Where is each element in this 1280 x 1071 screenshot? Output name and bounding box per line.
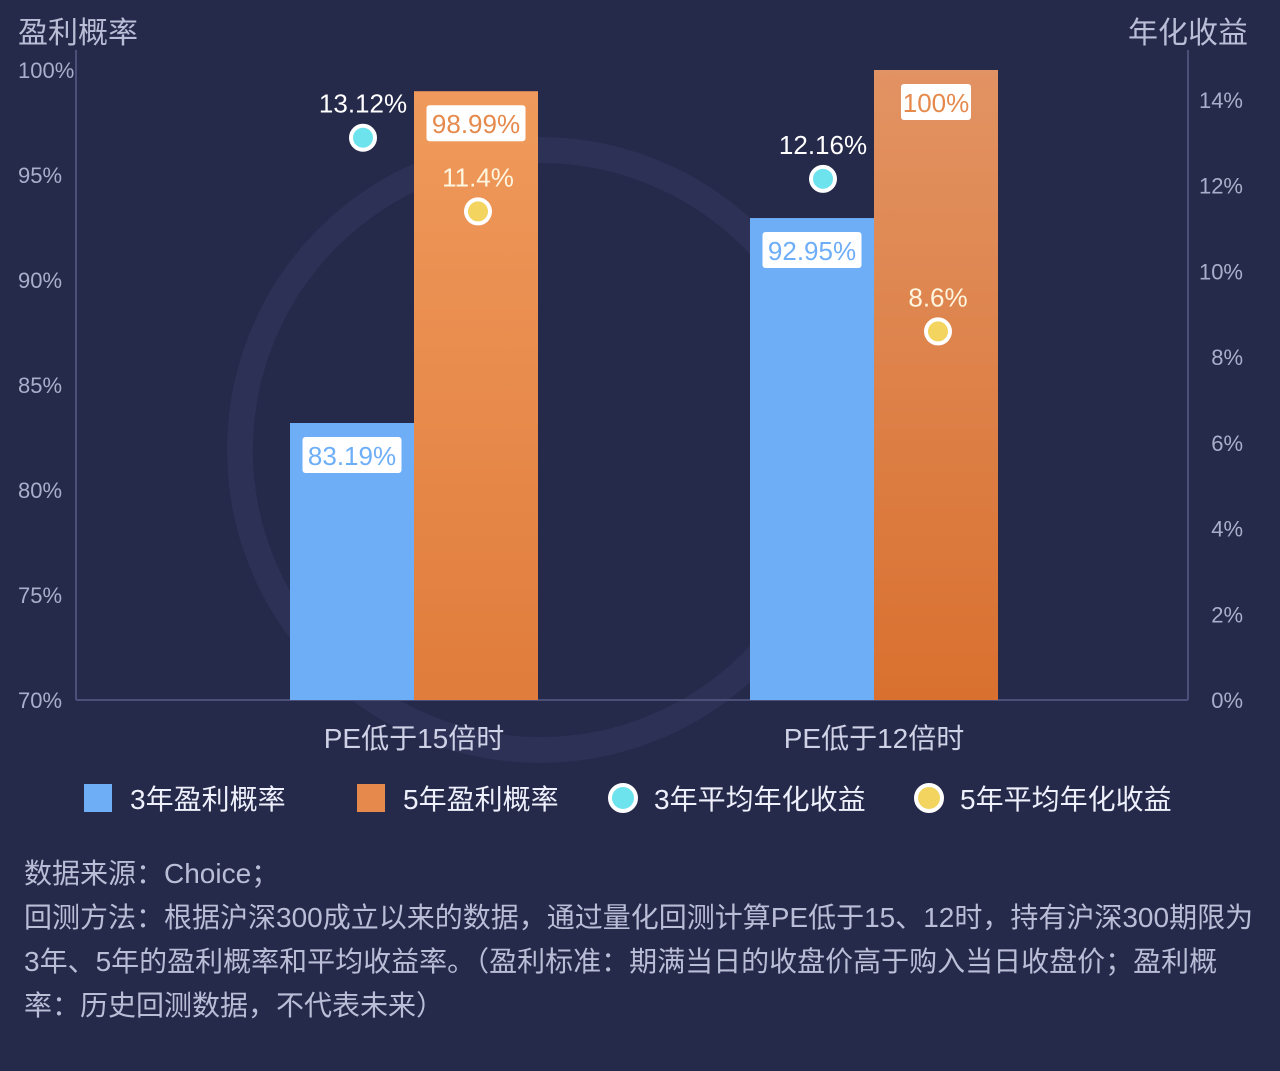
point-data-label: 12.16% [779, 130, 867, 160]
y2-tick-label: 12% [1199, 174, 1243, 199]
chart-footnote: 数据来源：Choice； 回测方法：根据沪深300成立以来的数据，通过量化回测计… [24, 852, 1264, 1028]
data-label-box [901, 84, 971, 120]
data-label: 83.19% [308, 441, 396, 471]
point-3yr-return [809, 164, 837, 193]
data-source-note: 数据来源：Choice； [24, 858, 280, 889]
y-tick-label: 80% [18, 478, 62, 503]
legend-label-3yr-probability: 3年盈利概率 [130, 784, 286, 815]
y-tick-label: 95% [18, 163, 62, 188]
data-label-box [302, 437, 402, 474]
legend-marker-5yr-return [914, 783, 944, 813]
data-label: 100% [903, 88, 970, 118]
point-data-label: 13.12% [319, 89, 407, 119]
legend-marker-3yr-return [608, 783, 638, 813]
y2-tick-label: 14% [1199, 88, 1243, 113]
legend-item-3yr-return: 3年平均年化收益 [608, 778, 866, 818]
legend-item-5yr-return: 5年平均年化收益 [914, 778, 1172, 818]
y2-tick-label: 4% [1211, 517, 1243, 542]
chart-legend: 3年盈利概率 5年盈利概率 3年平均年化收益 5年平均年化收益 [0, 778, 1280, 818]
bar-5yr-probability [414, 91, 538, 700]
legend-swatch-3yr-probability [84, 784, 112, 812]
point-5yr-return [464, 197, 492, 226]
y2-tick-label: 6% [1211, 431, 1243, 456]
point-data-label: 8.6% [908, 282, 967, 312]
point-data-label: 11.4% [442, 162, 514, 192]
bar-3yr-probability [750, 218, 874, 701]
dual-axis-bar-chart: 100% 95% 90% 85% 80% 75% 70% 14% 12% 10% 8% 6% 4% 2% 0… [18, 50, 1243, 763]
left-axis-title: 盈利概率 [18, 17, 138, 50]
data-label-box [762, 232, 862, 269]
y2-tick-label: 0% [1211, 688, 1243, 713]
right-axis-title: 年化收益 [1128, 17, 1248, 50]
y2-tick-label: 10% [1199, 259, 1243, 284]
y-tick-label: 75% [18, 583, 62, 608]
methodology-note: 回测方法：根据沪深300成立以来的数据，通过量化回测计算PE低于15、12时，持… [24, 902, 1254, 1021]
y2-tick-label: 8% [1211, 345, 1243, 370]
legend-label-3yr-return: 3年平均年化收益 [654, 784, 866, 815]
data-label: 92.95% [768, 236, 856, 266]
data-label: 98.99% [432, 109, 520, 139]
data-label-box [426, 105, 526, 142]
x-category-label: PE低于15倍时 [324, 723, 505, 754]
legend-label-5yr-probability: 5年盈利概率 [403, 784, 559, 815]
point-3yr-return [349, 123, 377, 152]
y-tick-label: 90% [18, 268, 62, 293]
y-tick-label: 85% [18, 373, 62, 398]
legend-swatch-5yr-probability [357, 784, 385, 812]
y-tick-label: 70% [18, 688, 62, 713]
y2-tick-label: 2% [1211, 602, 1243, 627]
legend-label-5yr-return: 5年平均年化收益 [960, 784, 1172, 815]
legend-item-5yr-probability: 5年盈利概率 [357, 778, 559, 818]
legend-item-3yr-probability: 3年盈利概率 [84, 778, 286, 818]
x-category-label: PE低于12倍时 [784, 723, 965, 754]
point-5yr-return [924, 317, 952, 346]
y-tick-label: 100% [18, 58, 74, 83]
bar-5yr-probability [874, 70, 998, 700]
